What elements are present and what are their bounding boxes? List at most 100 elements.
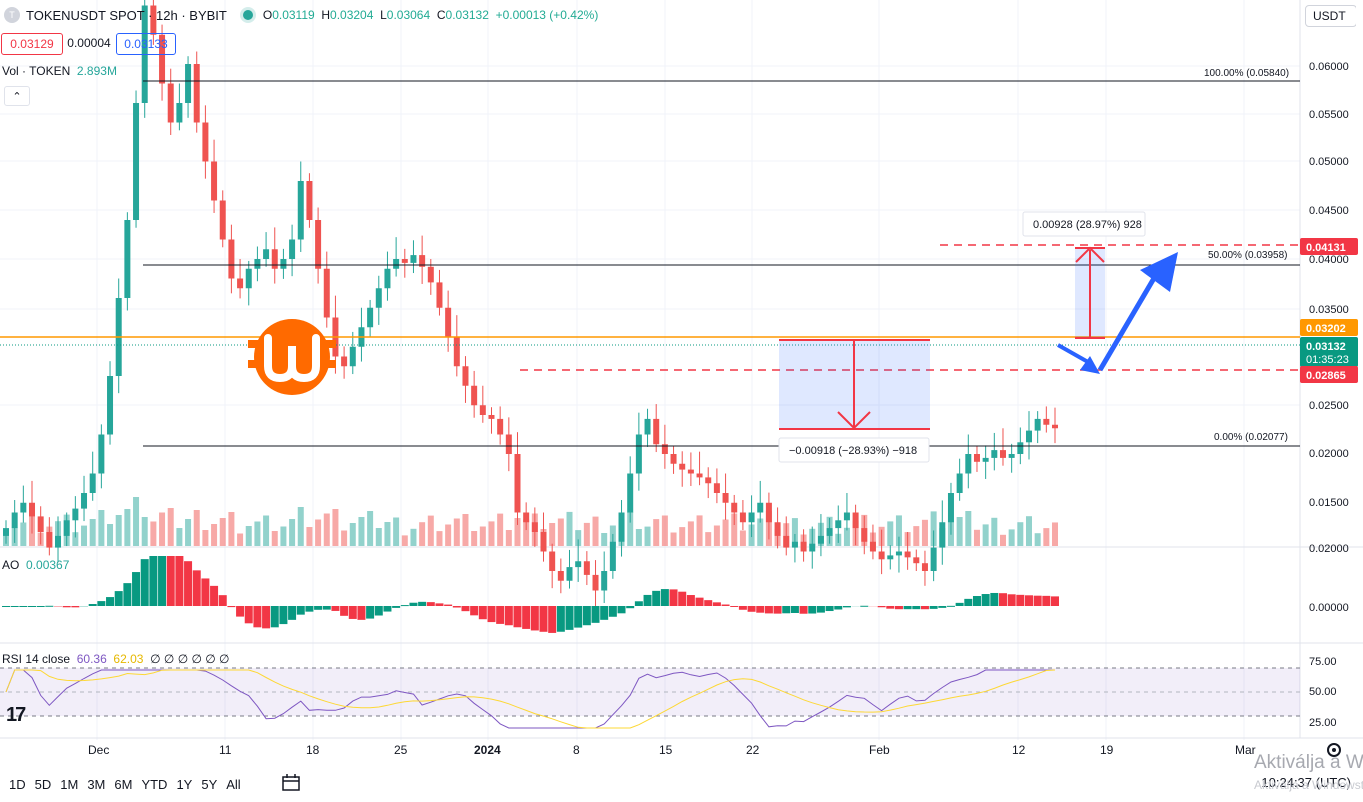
volume-bar xyxy=(341,530,348,546)
candle-body xyxy=(505,434,512,454)
timeframe-5d[interactable]: 5D xyxy=(34,776,52,792)
timeframe-5y[interactable]: 5Y xyxy=(201,776,218,792)
time-axis-label: 18 xyxy=(306,743,320,757)
volume-bar xyxy=(410,528,417,546)
volume-bar xyxy=(306,527,313,546)
candle-body xyxy=(540,532,547,552)
tradingview-logo-icon[interactable]: 17 xyxy=(6,704,26,726)
volume-bar xyxy=(245,526,252,546)
symbol-title[interactable]: TOKENUSDT SPOT · 12h · BYBIT xyxy=(26,7,227,23)
candle-body xyxy=(124,220,131,298)
time-axis-label: 11 xyxy=(219,743,232,757)
price-scale-label: 0.05500 xyxy=(1309,109,1349,121)
ao-bar xyxy=(842,606,851,608)
sell-button[interactable]: 0.03129 xyxy=(1,33,63,55)
rsi-scale-label: 75.00 xyxy=(1309,656,1337,668)
ao-bar xyxy=(262,606,271,629)
ao-bar xyxy=(470,606,479,616)
volume-bar xyxy=(757,518,764,546)
ao-bar xyxy=(669,589,678,606)
candle-body xyxy=(1043,418,1050,425)
ao-bar xyxy=(591,606,600,623)
ao-bar xyxy=(990,592,999,606)
candle-body xyxy=(462,366,469,386)
timeframe-all[interactable]: All xyxy=(226,776,241,792)
ao-legend[interactable]: AO 0.00367 xyxy=(2,558,70,572)
timeframe-6m[interactable]: 6M xyxy=(114,776,133,792)
ao-bar xyxy=(704,600,713,606)
settings-icon[interactable] xyxy=(1327,743,1341,757)
ao-bar xyxy=(721,604,730,606)
candle-body xyxy=(670,454,677,464)
ao-bar xyxy=(36,606,45,607)
clock-utc[interactable]: 10:24:37 (UTC) xyxy=(1261,775,1351,790)
timeframe-1m[interactable]: 1M xyxy=(60,776,79,792)
timeframe-1y[interactable]: 1Y xyxy=(176,776,193,792)
candle-body xyxy=(973,454,980,462)
measure-label-down: −0.00918 (−28.93%) −918 xyxy=(789,445,917,457)
candle-body xyxy=(557,571,564,581)
ao-bar xyxy=(331,606,340,611)
volume-bar xyxy=(973,529,980,546)
candle-body xyxy=(46,532,53,548)
currency-select[interactable]: USDT xyxy=(1305,5,1362,27)
ao-bar xyxy=(938,606,947,608)
candle-body xyxy=(176,103,183,123)
volume-bar xyxy=(921,519,928,546)
ao-bar xyxy=(634,601,643,606)
volume-bar xyxy=(445,524,452,546)
candle-body xyxy=(98,434,105,474)
volume-bar xyxy=(323,513,330,546)
volume-legend[interactable]: Vol · TOKEN 2.893M xyxy=(2,64,117,78)
ao-bar xyxy=(712,602,721,606)
volume-bar xyxy=(280,526,287,546)
rsi-legend[interactable]: RSI 14 close 60.36 62.03 ∅ ∅ ∅ ∅ ∅ ∅ xyxy=(2,652,230,666)
ao-scale-label: 0.00000 xyxy=(1309,602,1349,614)
volume-bar xyxy=(20,522,27,546)
volume-bar xyxy=(315,519,322,546)
candle-body xyxy=(453,337,460,367)
time-axis-label: 25 xyxy=(394,743,408,757)
ao-bar xyxy=(660,589,669,606)
candle-body xyxy=(523,512,530,523)
candle-body xyxy=(81,493,88,509)
volume-bar xyxy=(687,521,694,546)
volume-bar xyxy=(427,515,434,546)
candle-body xyxy=(913,557,920,564)
ao-bar xyxy=(201,578,210,606)
volume-bar xyxy=(193,510,200,546)
candle-body xyxy=(722,493,729,503)
volume-bar xyxy=(497,513,504,546)
candle-body xyxy=(29,502,36,517)
volume-bar xyxy=(297,507,304,546)
ao-bar xyxy=(548,606,557,633)
ao-bar xyxy=(106,597,115,606)
candle-body xyxy=(1025,430,1032,443)
ao-bar xyxy=(773,606,782,614)
candle-body xyxy=(757,502,764,513)
ao-bar xyxy=(920,606,929,610)
ao-bar xyxy=(192,570,201,606)
ao-bar xyxy=(695,597,704,606)
ao-bar xyxy=(799,606,808,614)
ao-bar xyxy=(504,606,513,626)
collapse-legend-button[interactable]: ⌃ xyxy=(4,86,30,106)
volume-bar xyxy=(566,511,573,546)
candle-body xyxy=(55,535,62,548)
timeframe-3m[interactable]: 3M xyxy=(87,776,106,792)
candle-body xyxy=(159,34,166,84)
timeframe-1d[interactable]: 1D xyxy=(9,776,26,792)
calendar-range-icon[interactable] xyxy=(282,774,302,792)
candle-body xyxy=(254,259,261,269)
volume-bars xyxy=(3,497,1058,546)
candle-body xyxy=(653,418,660,445)
candle-body xyxy=(193,64,200,123)
ao-bar xyxy=(946,605,955,607)
ao-bar xyxy=(1024,595,1033,606)
candle-body xyxy=(410,255,417,263)
timeframe-ytd[interactable]: YTD xyxy=(141,776,168,792)
price-tag-countdown: 01:35:23 xyxy=(1306,354,1349,366)
ao-bar xyxy=(565,606,574,630)
buy-button[interactable]: 0.03133 xyxy=(116,33,176,55)
